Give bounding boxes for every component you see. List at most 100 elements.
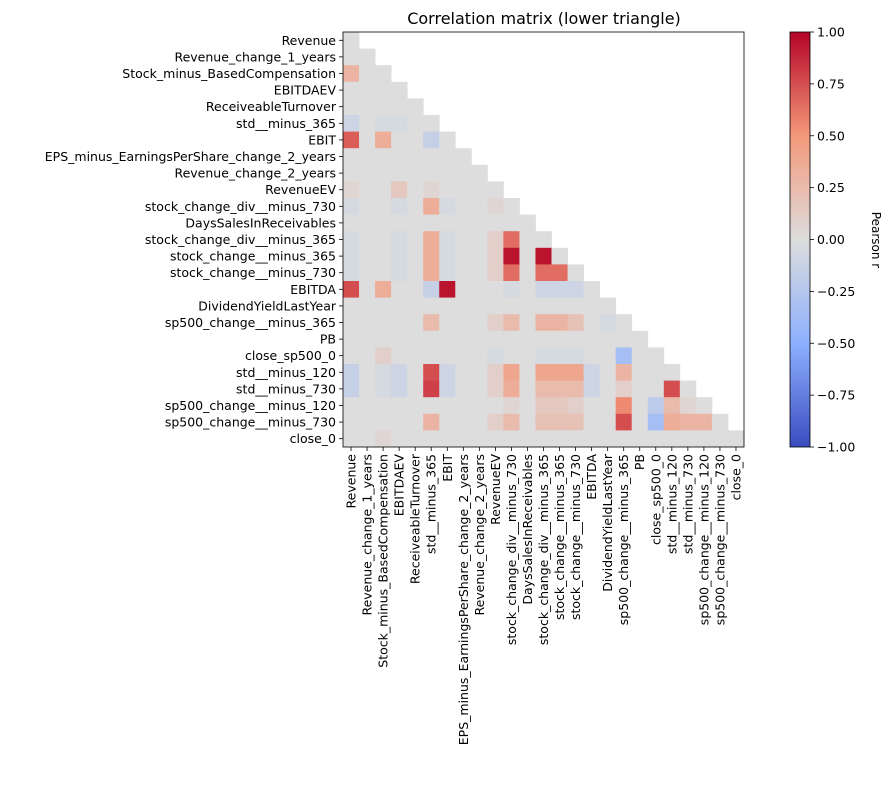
- heatmap-cell: [439, 131, 456, 149]
- heatmap-cell: [487, 214, 504, 232]
- heatmap-cell: [615, 380, 633, 398]
- heatmap-cell: [423, 214, 440, 232]
- heatmap-cell: [343, 281, 360, 298]
- x-tick-label: sp500_change__minus_730: [712, 454, 727, 625]
- heatmap-cell: [487, 231, 504, 249]
- heatmap-cell: [663, 397, 681, 415]
- heatmap-cell: [567, 264, 584, 282]
- colorbar-ticks: 1.00 0.75 0.50 0.25 0.00 −0.25 −0.50 −0.75 −1.00: [810, 25, 855, 455]
- heatmap-cell: [439, 397, 456, 415]
- heatmap-cell: [423, 364, 440, 381]
- heatmap-cell: [471, 330, 488, 348]
- heatmap-cell: [487, 198, 504, 215]
- heatmap-cell: [551, 330, 568, 348]
- heatmap-cell: [583, 281, 601, 298]
- x-tick-label: RevenueEV: [488, 454, 503, 525]
- heatmap-cell: [487, 247, 504, 265]
- heatmap-cell: [423, 231, 440, 249]
- heatmap-cell: [455, 413, 472, 431]
- x-tick-label: EPS_minus_EarningsPerShare_change_2_year…: [456, 454, 471, 745]
- heatmap-cell: [359, 81, 376, 99]
- y-tick-label: std__minus_120: [236, 365, 336, 380]
- heatmap-cell: [375, 314, 392, 332]
- heatmap-cell: [503, 314, 520, 332]
- heatmap-cell: [359, 397, 376, 415]
- x-tick-label: EBITDAEV: [392, 454, 407, 517]
- y-tick-label: ReceiveableTurnover: [206, 99, 337, 114]
- y-tick-label: stock_change_div__minus_365: [145, 232, 336, 247]
- heatmap-cell: [471, 430, 488, 448]
- heatmap-cell: [407, 98, 424, 116]
- heatmap-cell: [343, 264, 360, 282]
- heatmap-cell: [439, 198, 456, 215]
- heatmap-cell: [471, 297, 488, 315]
- heatmap-cell: [487, 314, 504, 332]
- heatmap-cell: [471, 198, 488, 215]
- heatmap-cell: [487, 181, 504, 199]
- heatmap-cell: [551, 413, 568, 431]
- heatmap-cell: [551, 430, 568, 448]
- heatmap-cell: [487, 413, 504, 431]
- colorbar: [789, 31, 811, 448]
- heatmap-cell: [535, 380, 552, 398]
- heatmap-cell: [391, 98, 408, 116]
- heatmap-cell: [471, 164, 488, 182]
- heatmap-cell: [519, 297, 536, 315]
- heatmap-cell: [423, 297, 440, 315]
- heatmap-cell: [567, 397, 584, 415]
- heatmap-cell: [551, 397, 568, 415]
- heatmap-cell: [711, 413, 729, 431]
- heatmap-cell: [535, 430, 552, 448]
- heatmap-cell: [343, 364, 360, 381]
- heatmap-cell: [535, 247, 552, 265]
- heatmap-cell: [407, 164, 424, 182]
- heatmap-cell: [535, 314, 552, 332]
- heatmap-cell: [519, 264, 536, 282]
- x-tick-label: DividendYieldLastYear: [600, 453, 615, 592]
- heatmap-cell: [407, 148, 424, 166]
- y-tick-label: Revenue: [282, 33, 337, 48]
- y-tick-label: EPS_minus_EarningsPerShare_change_2_year…: [45, 149, 336, 164]
- heatmap-cell: [599, 430, 617, 448]
- heatmap-cell: [407, 214, 424, 232]
- heatmap-cell: [631, 380, 649, 398]
- heatmap-cell: [343, 32, 360, 49]
- heatmap-cell: [359, 380, 376, 398]
- heatmap-cell: [343, 430, 360, 448]
- heatmap-cell: [407, 397, 424, 415]
- heatmap-cell: [407, 364, 424, 381]
- heatmap-cell: [471, 281, 488, 298]
- y-tick-label: EBITDA: [290, 282, 336, 297]
- heatmap-cell: [423, 148, 440, 166]
- heatmap-cell: [423, 397, 440, 415]
- heatmap-cell: [375, 98, 392, 116]
- heatmap-cell: [455, 264, 472, 282]
- heatmap-cell: [391, 330, 408, 348]
- heatmap-cell: [359, 214, 376, 232]
- y-tick-label: close_0: [290, 431, 336, 446]
- heatmap-cell: [359, 198, 376, 215]
- heatmap-cell: [695, 413, 713, 431]
- heatmap-cell: [583, 347, 601, 365]
- heatmap-cell: [583, 314, 601, 332]
- heatmap-cell: [423, 347, 440, 365]
- heatmap-cell: [535, 397, 552, 415]
- heatmap-cell: [535, 347, 552, 365]
- heatmap-cell: [391, 364, 408, 381]
- heatmap-cell: [391, 281, 408, 298]
- heatmap-cell: [663, 364, 681, 381]
- heatmap-cell: [503, 264, 520, 282]
- heatmap-cell: [599, 380, 617, 398]
- heatmap-cell: [343, 131, 360, 149]
- heatmap-cell: [343, 65, 360, 83]
- heatmap-cell: [391, 397, 408, 415]
- colorbar-tick-label: 0.25: [817, 180, 845, 195]
- x-tick-label: ReceiveableTurnover: [408, 453, 423, 584]
- heatmap-cell: [679, 397, 697, 415]
- heatmap-cell: [375, 198, 392, 215]
- heatmap-cell: [343, 181, 360, 199]
- heatmap-cell: [647, 413, 665, 431]
- y-tick-label: stock_change_div__minus_730: [145, 199, 336, 214]
- heatmap-cell: [359, 314, 376, 332]
- heatmap-cell: [519, 247, 536, 265]
